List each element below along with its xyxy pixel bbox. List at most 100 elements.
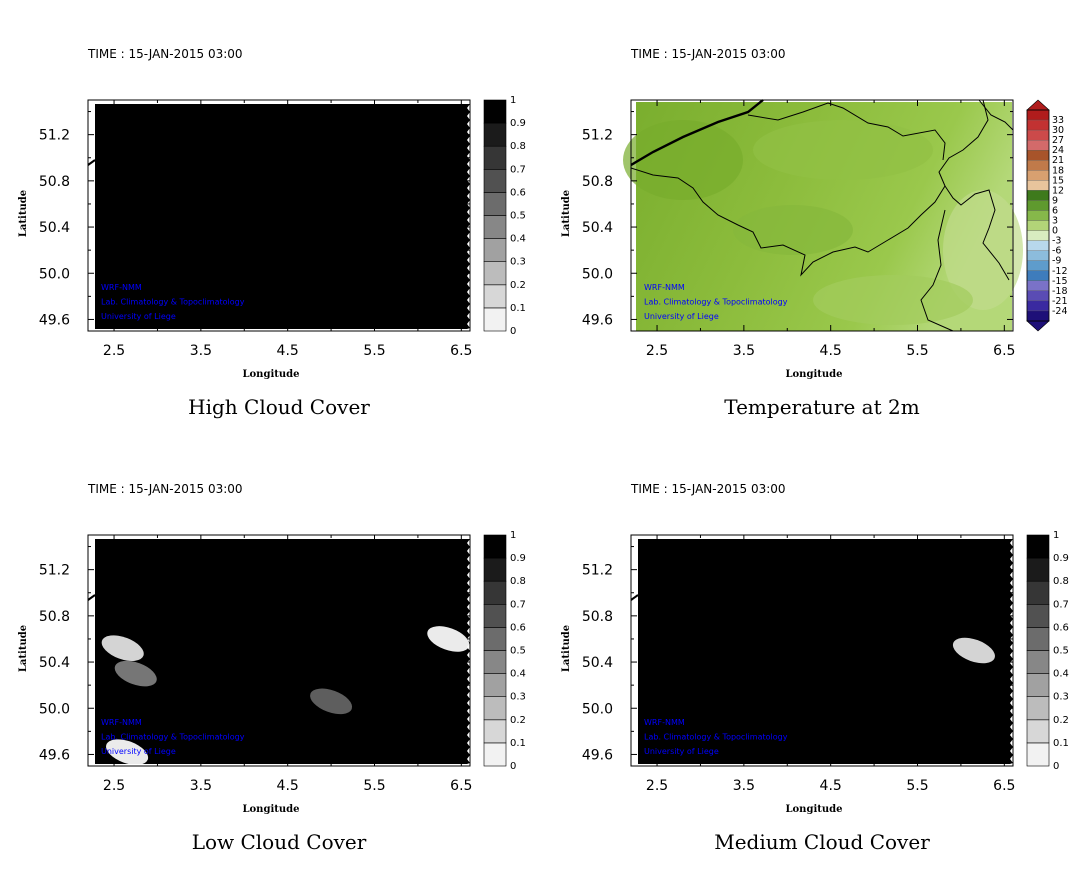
colorbar-bin [483,673,507,698]
colorbar-bin [1026,627,1050,651]
colorbar-underflow-arrow [1026,320,1050,332]
x-tick-label: 3.5 [733,778,755,794]
colorbar-label: -24 [1052,306,1068,317]
colorbar-label: 0.6 [510,187,526,198]
temperature-patch [813,275,973,325]
colorbar-label: 0 [510,761,516,772]
colorbar-label: 0.8 [510,576,526,587]
colorbar-label: -18 [1052,286,1068,297]
cloud-field [95,104,470,329]
colorbar-label: 0.6 [1053,622,1069,633]
colorbar-label: 0.8 [510,141,526,152]
y-tick-label: 50.0 [582,266,613,282]
colorbar-label: -12 [1052,266,1068,277]
colorbar-label: -6 [1052,246,1061,257]
colorbar-bin [1026,580,1050,605]
x-tick-label: 6.5 [450,343,472,359]
colorbar: 33302724211815129630-3-6-9-12-15-18-21-2… [1026,99,1068,332]
colorbar-bin [483,650,507,674]
y-axis-label: Latitude [561,190,572,237]
colorbar: 0 0.1 0.2 0.3 0.4 0.5 0.6 0.7 0.8 0.9 1 [483,530,526,772]
colorbar-label: 18 [1052,165,1064,176]
data-field [87,104,470,329]
colorbar-bin [1026,190,1050,201]
colorbar-bin [1026,604,1050,628]
colorbar-label: -21 [1052,296,1068,307]
clear-sky-patch [101,635,144,661]
colorbar-bin [483,696,507,721]
cloud-field [638,539,1013,764]
colorbar-label: 0.7 [510,164,526,175]
colorbar-bin [1026,673,1050,698]
colorbar-label: 0.5 [510,646,526,657]
clear-sky-patch [952,637,995,664]
colorbar-label: 0.6 [510,622,526,633]
colorbar-label: 0.1 [510,303,526,314]
colorbar-bin [1026,742,1050,767]
colorbar-bin [483,534,507,559]
x-tick-label: 5.5 [906,343,928,359]
y-tick-label: 49.6 [582,747,613,763]
x-tick-label: 2.5 [646,778,668,794]
x-tick-label: 3.5 [190,343,212,359]
x-tick-label: 3.5 [733,343,755,359]
credit-text: Lab. Climatology & Topoclimatology [101,298,245,307]
y-tick-label: 51.2 [582,563,613,579]
time-label: TIME : 15-JAN-2015 03:00 [87,47,243,61]
credit-text: University of Liege [101,747,176,756]
colorbar-label: 0.4 [1053,669,1069,680]
colorbar-bin [483,307,507,332]
clear-sky-patch [114,660,157,687]
panel-high-cloud: TIME : 15-JAN-2015 03:00 WRF-NMM Lab. Clim… [18,47,526,419]
y-tick-label: 50.4 [39,220,70,236]
colorbar-label: 0.3 [510,257,526,268]
panel-medium-cloud: TIME : 15-JAN-2015 03:00 WRF-NMM Lab. Clim… [561,482,1069,854]
panel-temperature: TIME : 15-JAN-2015 03:00 WRF-NMM Lab. Clim… [561,47,1068,419]
credit-text: WRF-NMM [644,718,685,727]
colorbar: 0 0.1 0.2 0.3 0.4 0.5 0.6 0.7 0.8 0.9 1 [1026,530,1069,772]
country-border [747,102,946,161]
country-border [944,185,1010,281]
y-axis-label: Latitude [18,190,29,237]
y-tick-label: 50.0 [39,266,70,282]
panels-layer: TIME : 15-JAN-2015 03:00 WRF-NMM Lab. Clim… [18,47,1069,854]
colorbar-label: 0.7 [510,599,526,610]
colorbar-bin [483,238,507,263]
colorbar-bin [1026,220,1050,231]
colorbar-label: 33 [1052,115,1064,126]
colorbar-label: 0.3 [1053,692,1069,703]
colorbar-bin [1026,250,1050,261]
country-border [978,99,1014,131]
panel-title: Low Cloud Cover [192,830,367,854]
colorbar-bin [1026,109,1050,121]
colorbar-label: 0.9 [510,553,526,564]
y-tick-label: 51.2 [582,128,613,144]
colorbar-label: -3 [1052,236,1061,247]
colorbar-bin [483,580,507,605]
x-tick-label: 4.5 [277,778,299,794]
y-tick-label: 50.0 [582,701,613,717]
y-tick-label: 50.4 [582,220,613,236]
x-tick-label: 3.5 [190,778,212,794]
colorbar-bin [1026,139,1050,151]
colorbar-label: 0.1 [510,738,526,749]
y-axis-label: Latitude [18,625,29,672]
credit-text: WRF-NMM [644,283,685,292]
colorbar-label: 0.4 [510,669,526,680]
clear-sky-patch [427,626,470,652]
plot-frame [630,99,1014,332]
temperature-patch [753,120,933,180]
colorbar-label: -9 [1052,256,1061,267]
x-tick-label: 2.5 [103,343,125,359]
credit-text: Lab. Climatology & Topoclimatology [644,733,788,742]
y-tick-label: 50.0 [39,701,70,717]
colorbar-label: 0.5 [510,211,526,222]
x-tick-label: 4.5 [820,778,842,794]
colorbar-bin [483,192,507,216]
time-label: TIME : 15-JAN-2015 03:00 [630,482,786,496]
colorbar-bin [1026,119,1050,131]
colorbar-label: 1 [510,530,516,541]
colorbar-bin [1026,280,1050,292]
credit-text: Lab. Climatology & Topoclimatology [644,298,788,307]
colorbar-bin [1026,240,1050,251]
